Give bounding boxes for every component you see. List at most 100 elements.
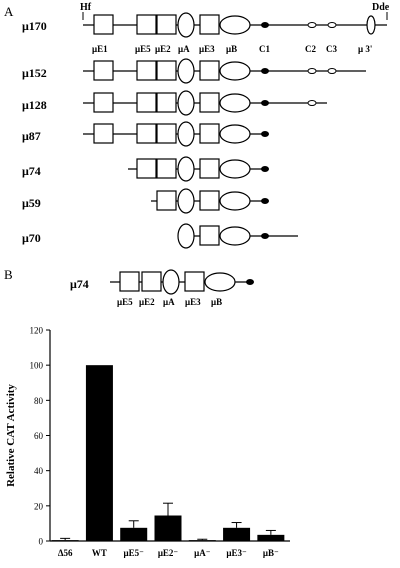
oval-ua <box>177 121 195 147</box>
label-u3: μ 3' <box>358 44 372 54</box>
c2-dot <box>307 22 317 28</box>
c1-dot <box>261 68 269 74</box>
bar <box>188 540 216 541</box>
oval-ub <box>219 226 251 246</box>
oval-ua <box>177 58 195 84</box>
box-ue1 <box>93 14 114 35</box>
box-ue1 <box>93 60 114 81</box>
y-tick-label: 0 <box>39 537 44 547</box>
construct-row-u59: μ59 <box>22 188 269 214</box>
oval-ub <box>219 15 251 35</box>
y-tick-label: 80 <box>34 396 44 406</box>
construct-row-u152: μ152 <box>22 58 366 84</box>
y-tick-label: 100 <box>30 361 44 371</box>
oval-ua <box>162 269 180 295</box>
c1-dot <box>261 198 269 204</box>
bar <box>154 515 182 541</box>
construct-name: μ128 <box>22 98 47 112</box>
y-tick-label: 60 <box>34 431 44 441</box>
oval-ub <box>219 124 251 144</box>
box-ue3 <box>184 271 205 292</box>
box-ue5 <box>136 60 157 81</box>
box-ue5 <box>136 158 157 179</box>
label-ue3: μE3 <box>199 44 215 54</box>
oval-u3 <box>366 15 376 35</box>
box-ue5 <box>136 123 157 144</box>
construct-row-u170: μ170 <box>22 12 387 38</box>
oval-ua <box>177 12 195 38</box>
label-ua: μA <box>178 44 190 54</box>
box-ue1 <box>93 92 114 113</box>
panel-a-label: A <box>4 4 14 19</box>
label-c1: C1 <box>259 44 270 54</box>
construct-row-u70: μ70 <box>22 223 298 249</box>
x-tick-label: Δ56 <box>58 548 73 558</box>
c1-dot <box>261 233 269 239</box>
x-tick-label: μA⁻ <box>194 548 211 558</box>
box-ue2 <box>156 92 177 113</box>
b-label-ua: μA <box>163 297 175 307</box>
b-label-ue3: μE3 <box>185 297 201 307</box>
c1-dot <box>261 22 269 28</box>
bar <box>120 527 148 541</box>
construct-name: μ59 <box>22 196 41 210</box>
box-ue3 <box>199 92 220 113</box>
oval-ub <box>219 191 251 211</box>
y-tick-label: 120 <box>30 326 44 336</box>
box-ue2 <box>156 158 177 179</box>
x-tick-label: μE3⁻ <box>226 548 247 558</box>
box-ue2 <box>156 14 177 35</box>
construct-name: μ74 <box>70 277 89 291</box>
box-ue2 <box>156 123 177 144</box>
label-ue5: μE5 <box>135 44 151 54</box>
construct-name: μ170 <box>22 19 47 33</box>
box-ue5 <box>136 92 157 113</box>
box-ue2 <box>141 271 162 292</box>
box-ue3 <box>199 60 220 81</box>
oval-ub <box>219 61 251 81</box>
y-tick-label: 40 <box>34 466 44 476</box>
x-tick-label: μB⁻ <box>263 548 279 558</box>
y-tick-label: 20 <box>34 501 44 511</box>
label-ue1: μE1 <box>92 44 108 54</box>
bar <box>51 540 79 541</box>
box-ue5 <box>119 271 140 292</box>
x-tick-label: WT <box>92 548 107 558</box>
bar <box>85 365 113 541</box>
b-label-ub: μB <box>211 297 222 307</box>
construct-name: μ87 <box>22 129 41 143</box>
construct-row-u128: μ128 <box>22 90 327 116</box>
dde-label: Dde <box>372 2 390 13</box>
construct-name: μ70 <box>22 231 41 245</box>
box-ue3 <box>199 14 220 35</box>
c3-dot <box>327 22 337 28</box>
oval-ua <box>177 223 195 249</box>
construct-row-u87: μ87 <box>22 121 269 147</box>
oval-ub <box>219 159 251 179</box>
bar <box>257 534 285 541</box>
c1-dot <box>246 279 254 285</box>
box-ue3 <box>199 123 220 144</box>
label-c3: C3 <box>326 44 337 54</box>
b-label-ue5: μE5 <box>117 297 133 307</box>
c2-dot <box>307 100 317 106</box>
y-axis-label: Relative CAT Activity <box>5 384 17 487</box>
oval-ub <box>219 93 251 113</box>
construct-name: μ152 <box>22 66 47 80</box>
c1-dot <box>261 100 269 106</box>
construct-u74-detail: μ74 <box>70 269 254 295</box>
box-ue2 <box>156 190 177 211</box>
x-tick-label: μE5⁻ <box>124 548 145 558</box>
box-ue3 <box>199 225 220 246</box>
bar <box>223 527 251 541</box>
c3-dot <box>327 68 337 74</box>
box-ue3 <box>199 158 220 179</box>
label-ub: μB <box>226 44 237 54</box>
construct-name: μ74 <box>22 164 41 178</box>
b-label-ue2: μE2 <box>139 297 155 307</box>
oval-ub <box>204 272 236 292</box>
c1-dot <box>261 166 269 172</box>
oval-ua <box>177 156 195 182</box>
bar-chart: Relative CAT Activity 0 20 40 60 80 100 120 Δ56… <box>5 326 290 558</box>
x-tick-label: μE2⁻ <box>158 548 179 558</box>
